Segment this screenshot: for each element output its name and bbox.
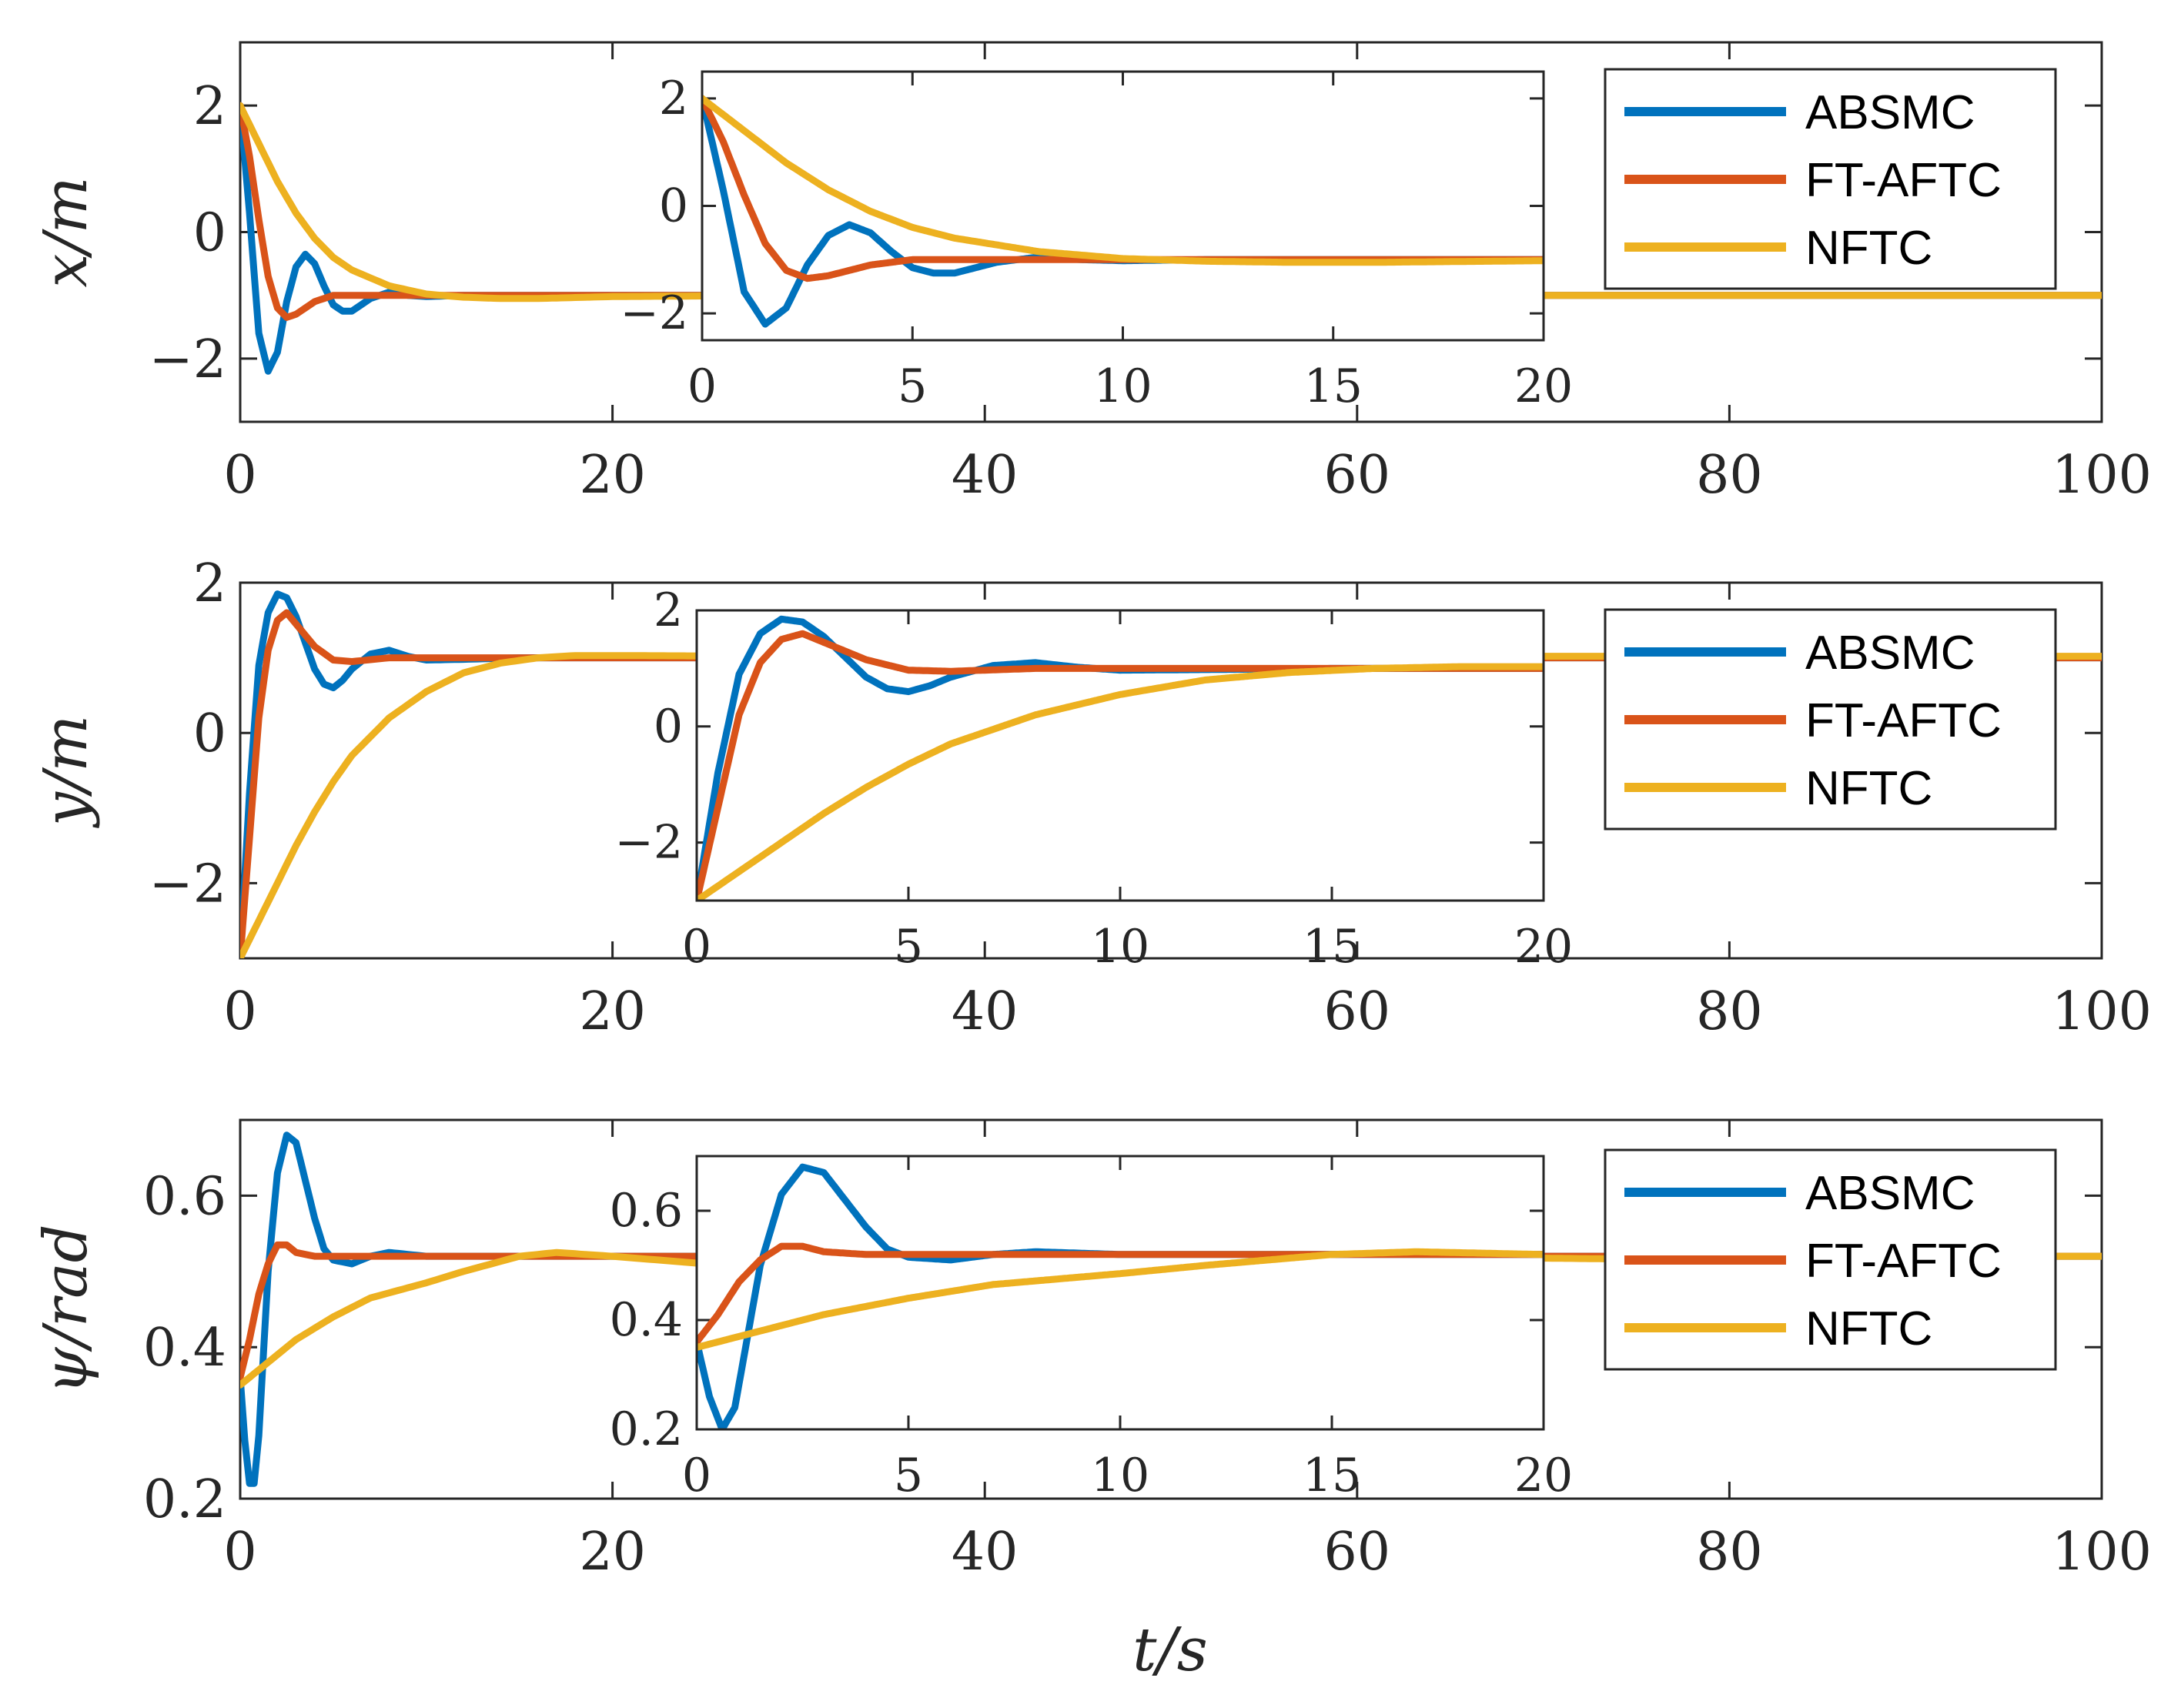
inset-ytick-label: −2 [621,286,688,340]
legend: ABSMC FT-AFTC NFTC [1604,1148,2057,1371]
main-xtick-label: 60 [1324,1522,1391,1583]
inset-xtick-label: 5 [894,1449,923,1502]
main-xtick-label: 100 [2052,981,2152,1042]
inset-frame [695,609,1545,902]
main-xtick-label: 20 [579,1522,646,1583]
y-axis-label: y/m [32,715,101,828]
inset-xtick-label: 0 [682,1449,711,1502]
main-ytick-label: 0 [193,203,226,264]
legend-label-FT-AFTC: FT-AFTC [1805,154,2002,207]
main-xtick-label: 80 [1696,445,1763,506]
inset-series-line-NFTC [697,1248,1544,1351]
legend-label-FT-AFTC: FT-AFTC [1805,694,2002,747]
legend: ABSMC FT-AFTC NFTC [1604,68,2057,290]
y-axis-label: x/m [32,176,101,287]
main-ytick-label: 0 [193,704,226,764]
main-xtick-label: 20 [579,981,646,1042]
main-ytick-label: 0.6 [143,1166,226,1227]
legend: ABSMC FT-AFTC NFTC [1604,608,2057,831]
main-xtick-label: 40 [952,981,1019,1042]
legend-label-ABSMC: ABSMC [1805,627,1975,680]
inset-xtick-label: 5 [898,359,927,413]
panel-x-position: 0 20 40 60 80 100 −2 0 2 x/m 0 5 10 15 20 −2 0 2 ABSMC FT-A… [32,41,2152,506]
main-ytick-label: 2 [193,76,226,137]
legend-label-FT-AFTC: FT-AFTC [1805,1235,2002,1288]
main-ytick-label: 0.4 [143,1318,226,1379]
inset-xtick-label: 10 [1091,1449,1149,1502]
inset-frame [695,1155,1545,1431]
main-ytick-label: −2 [149,329,226,390]
inset-ytick-label: 2 [654,583,683,637]
inset-frame-outline [701,70,1545,342]
main-xtick-label: 0 [223,1522,256,1583]
inset-xtick-label: 0 [682,920,711,974]
main-xtick-label: 40 [952,1522,1019,1583]
legend-label-ABSMC: ABSMC [1805,86,1975,139]
inset-series-group [697,1163,1544,1429]
panel-y-position: 0 20 40 60 80 100 −2 0 2 y/m 0 5 10 15 20 −2 0 2 ABSMC FT-A… [32,553,2152,1042]
inset-frame [701,70,1545,342]
legend-label-ABSMC: ABSMC [1805,1167,1975,1220]
legend-label-NFTC: NFTC [1805,1302,1932,1355]
main-ytick-label: 0.2 [143,1469,226,1530]
legend-label-NFTC: NFTC [1805,762,1932,815]
inset-series-line-NFTC [702,95,1544,266]
inset-y-position: 0 5 10 15 20 −2 0 2 [615,583,1574,974]
inset-ytick-label: 0 [659,179,688,233]
main-xtick-label: 60 [1324,445,1391,506]
main-xtick-label: 0 [223,445,256,506]
main-xtick-label: 80 [1696,981,1763,1042]
inset-xtick-label: 10 [1093,359,1152,413]
main-xtick-label: 80 [1696,1522,1763,1583]
inset-frame-outline [695,1155,1545,1431]
inset-frame-outline [695,609,1545,902]
inset-ytick-label: 0.6 [610,1184,683,1238]
inset-ytick-label: −2 [615,816,683,870]
inset-series-line-NFTC [697,663,1544,901]
inset-xtick-label: 20 [1514,1449,1573,1502]
inset-xtick-label: 5 [894,920,923,974]
inset-xtick-label: 15 [1303,1449,1361,1502]
x-axis-label: t/s [1132,1616,1208,1685]
inset-xtick-label: 0 [687,359,717,413]
main-xtick-label: 100 [2052,445,2152,506]
inset-xtick-label: 20 [1514,359,1573,413]
main-ytick-label: −2 [149,854,226,914]
inset-ytick-label: 2 [659,72,688,125]
inset-ytick-label: 0 [654,700,683,754]
main-xtick-label: 0 [223,981,256,1042]
main-ytick-label: 2 [193,553,226,614]
inset-ytick-label: 0.2 [610,1402,683,1456]
inset-series-group [697,615,1544,901]
main-xtick-label: 100 [2052,1522,2152,1583]
panel-heading: 0 20 40 60 80 100 0.2 0.4 0.6 ψ/rad 0 5 10 15 20 0.2 0.4… [32,1118,2152,1583]
main-xtick-label: 20 [579,445,646,506]
inset-heading: 0 5 10 15 20 0.2 0.4 0.6 [610,1155,1573,1502]
legend-label-NFTC: NFTC [1805,222,1932,275]
inset-ytick-label: 0.4 [610,1293,683,1347]
y-axis-label: ψ/rad [32,1224,101,1394]
inset-x-position: 0 5 10 15 20 −2 0 2 [621,70,1573,413]
inset-xtick-label: 15 [1303,920,1361,974]
inset-series-group [702,95,1544,328]
inset-xtick-label: 15 [1304,359,1363,413]
main-xtick-label: 60 [1324,981,1391,1042]
main-xtick-label: 40 [952,445,1019,506]
inset-xtick-label: 20 [1514,920,1573,974]
inset-xtick-label: 10 [1091,920,1149,974]
